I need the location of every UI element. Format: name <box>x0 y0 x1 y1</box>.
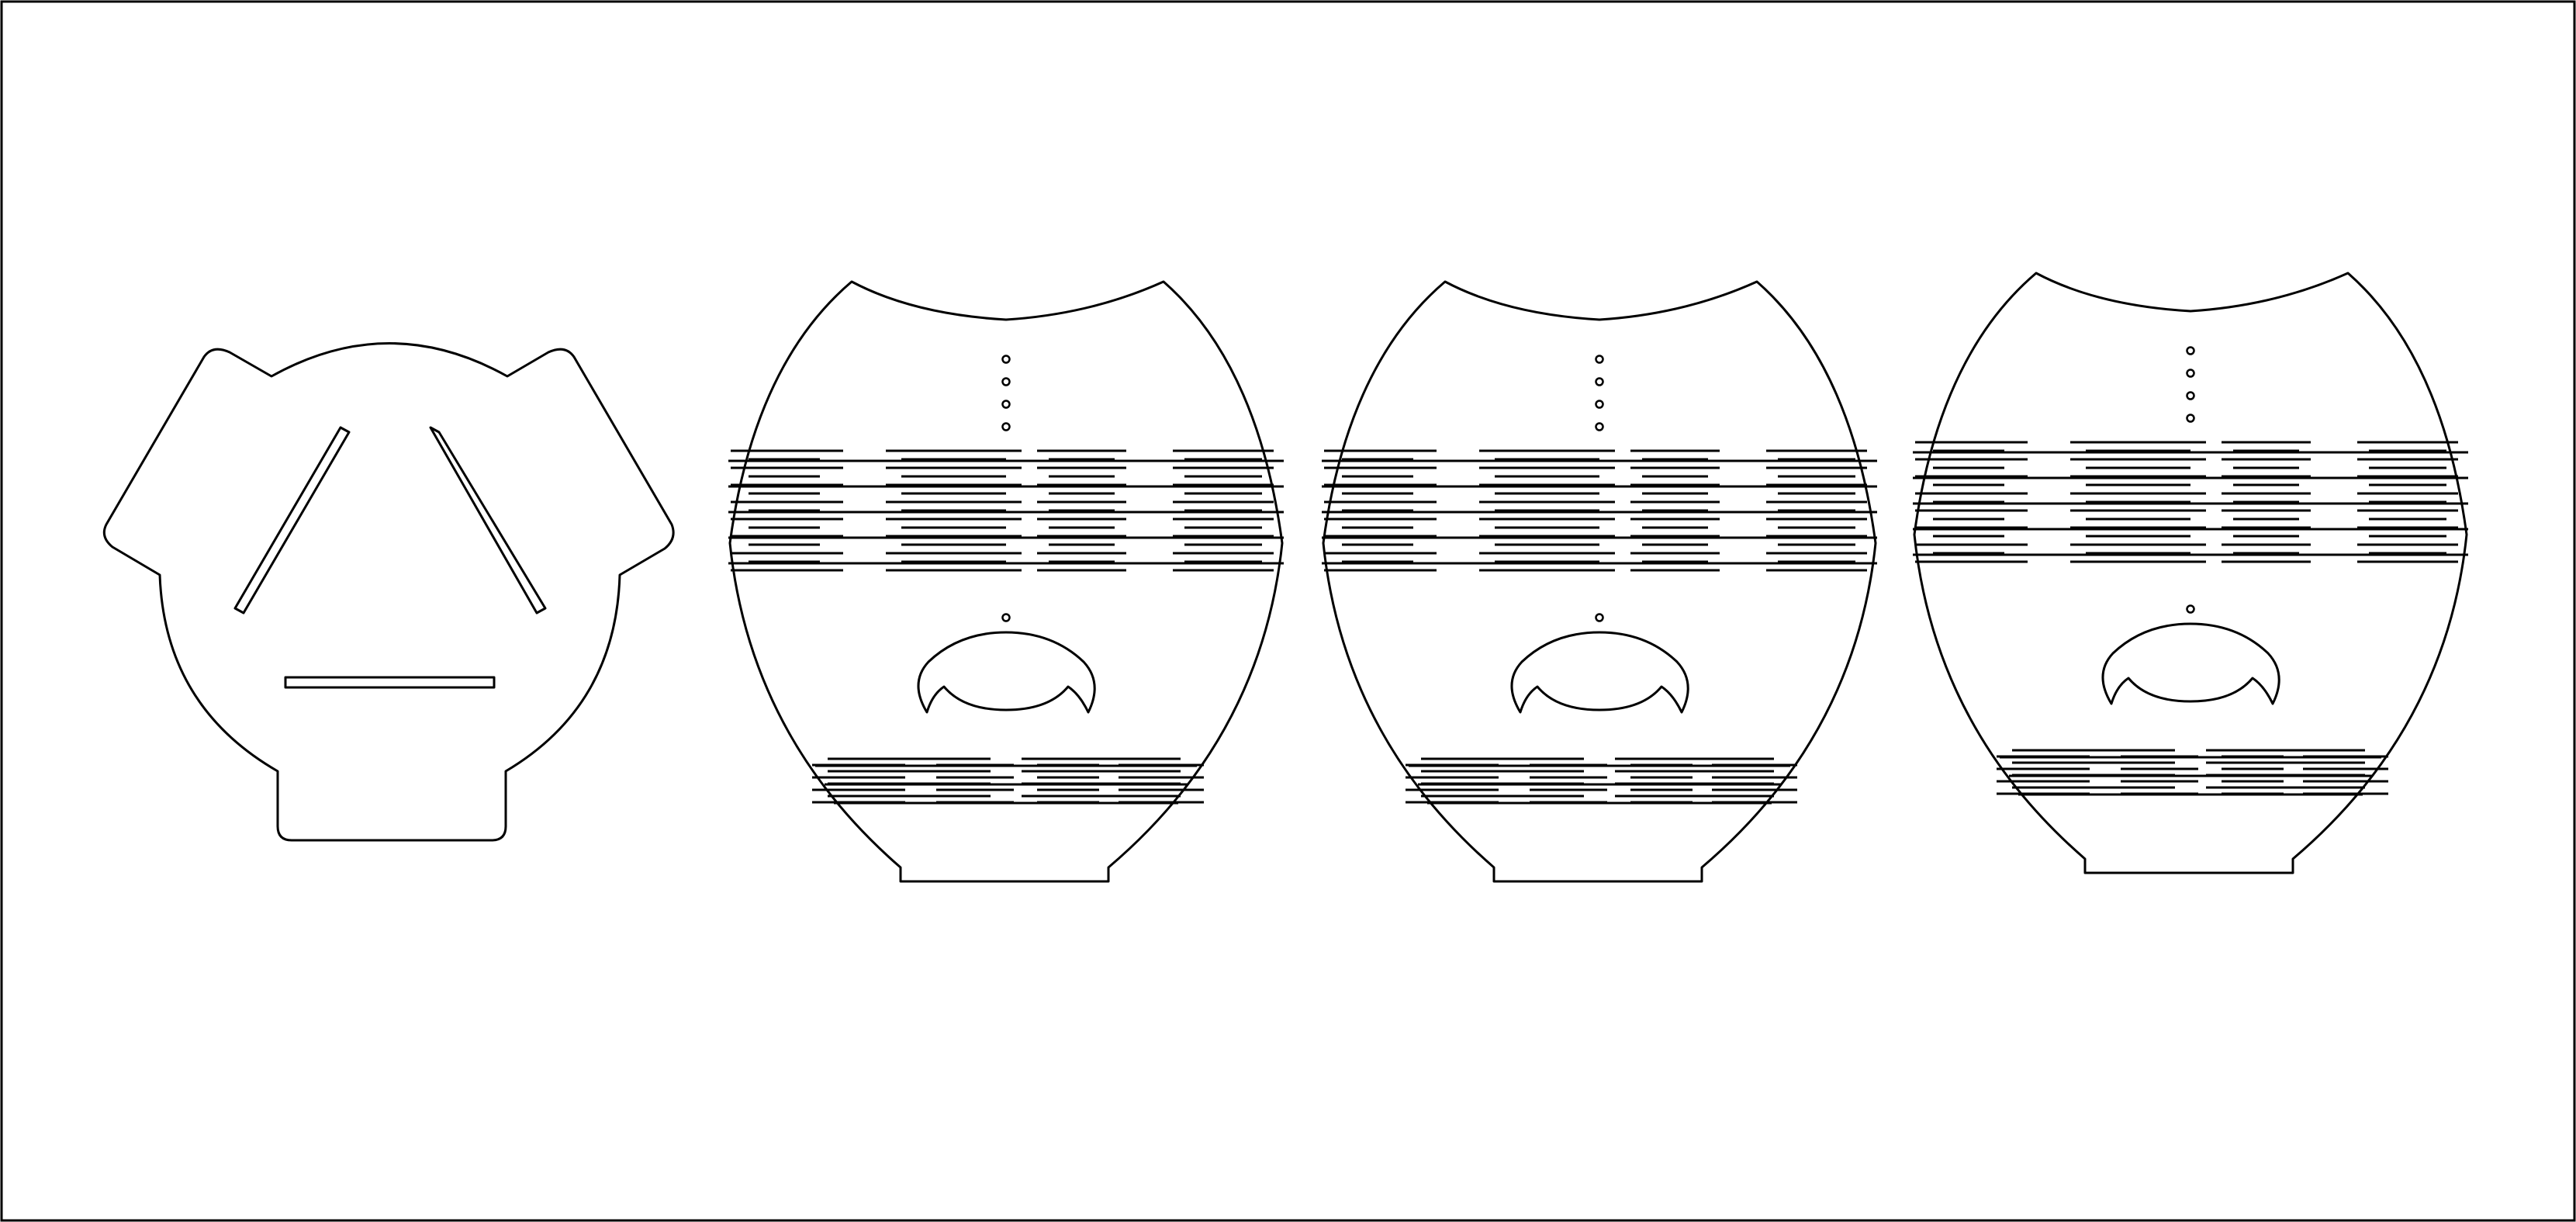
mounting-hole <box>1001 422 1011 431</box>
mouth-cutout <box>2101 622 2280 705</box>
panel-1 <box>728 280 1284 883</box>
mounting-hole <box>1595 613 1604 622</box>
mounting-hole <box>2186 391 2195 400</box>
mounting-hole <box>1595 400 1604 409</box>
base-slot-left <box>233 426 351 614</box>
base-plate-outline <box>102 342 675 842</box>
panel-outline <box>1913 272 2468 874</box>
panel-outline <box>1322 280 1877 883</box>
mounting-hole <box>2186 604 2195 614</box>
mounting-hole <box>1001 400 1011 409</box>
mounting-hole <box>1595 422 1604 431</box>
mouth-cutout <box>917 631 1096 714</box>
base-slot-right <box>429 426 547 614</box>
panel-3 <box>1913 272 2468 874</box>
base-plate <box>102 342 675 842</box>
panel-outline <box>728 280 1284 883</box>
mounting-hole <box>2186 414 2195 423</box>
mounting-hole <box>1001 377 1011 386</box>
panel-2 <box>1322 280 1877 883</box>
mouth-cutout <box>1510 631 1689 714</box>
mounting-hole <box>1595 377 1604 386</box>
mounting-hole <box>1001 613 1011 622</box>
mounting-hole <box>1001 355 1011 364</box>
mounting-hole <box>2186 369 2195 378</box>
panels-group <box>728 272 2468 883</box>
base-slot-bottom <box>284 676 496 689</box>
mounting-hole <box>1595 355 1604 364</box>
mounting-hole <box>2186 346 2195 355</box>
